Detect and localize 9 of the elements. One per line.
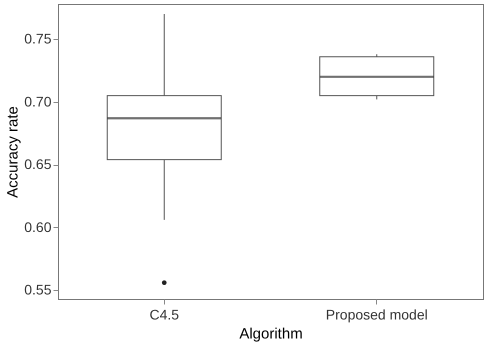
y-tick-label: 0.55 bbox=[24, 282, 52, 298]
x-tick-label: C4.5 bbox=[149, 306, 180, 322]
y-tick-label: 0.60 bbox=[24, 218, 52, 235]
y-tick-label: 0.75 bbox=[24, 30, 52, 47]
x-axis-title: Algorithm bbox=[239, 326, 303, 342]
y-axis-title: Accuracy rate bbox=[4, 106, 22, 198]
x-tick-label: Proposed model bbox=[326, 306, 428, 322]
y-tick-label: 0.65 bbox=[24, 156, 52, 172]
y-tick-label: 0.70 bbox=[24, 93, 52, 110]
